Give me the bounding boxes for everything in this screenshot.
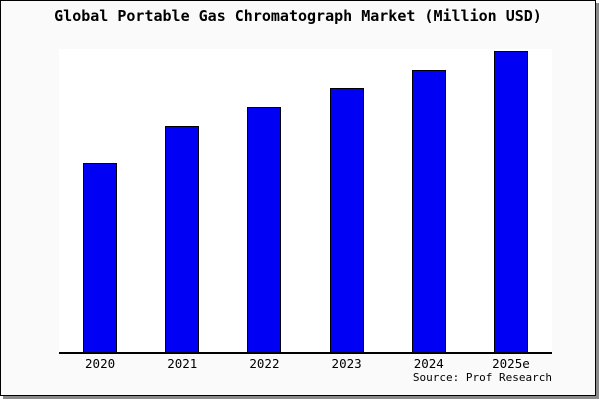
bar-2022 — [247, 106, 282, 352]
bar-2020 — [83, 163, 118, 352]
plot-area — [59, 49, 552, 354]
bar-2023 — [329, 88, 364, 352]
bar-2021 — [165, 125, 200, 352]
x-tick-label-2020: 2020 — [85, 356, 116, 371]
bar-2024 — [411, 70, 446, 352]
chart-title: Global Portable Gas Chromatograph Market… — [54, 7, 542, 25]
x-tick-label-2022: 2022 — [249, 356, 280, 371]
bar-2025e — [493, 51, 528, 352]
source-text: Source: Prof Research — [412, 371, 552, 384]
x-tick-label-2024: 2024 — [413, 356, 444, 371]
x-tick-label-2021: 2021 — [167, 356, 198, 371]
x-axis-labels: 2020 2021 2022 2023 2024 2025e — [59, 356, 552, 371]
x-tick-label-2025e: 2025e — [492, 356, 530, 371]
x-tick-label-2023: 2023 — [331, 356, 362, 371]
